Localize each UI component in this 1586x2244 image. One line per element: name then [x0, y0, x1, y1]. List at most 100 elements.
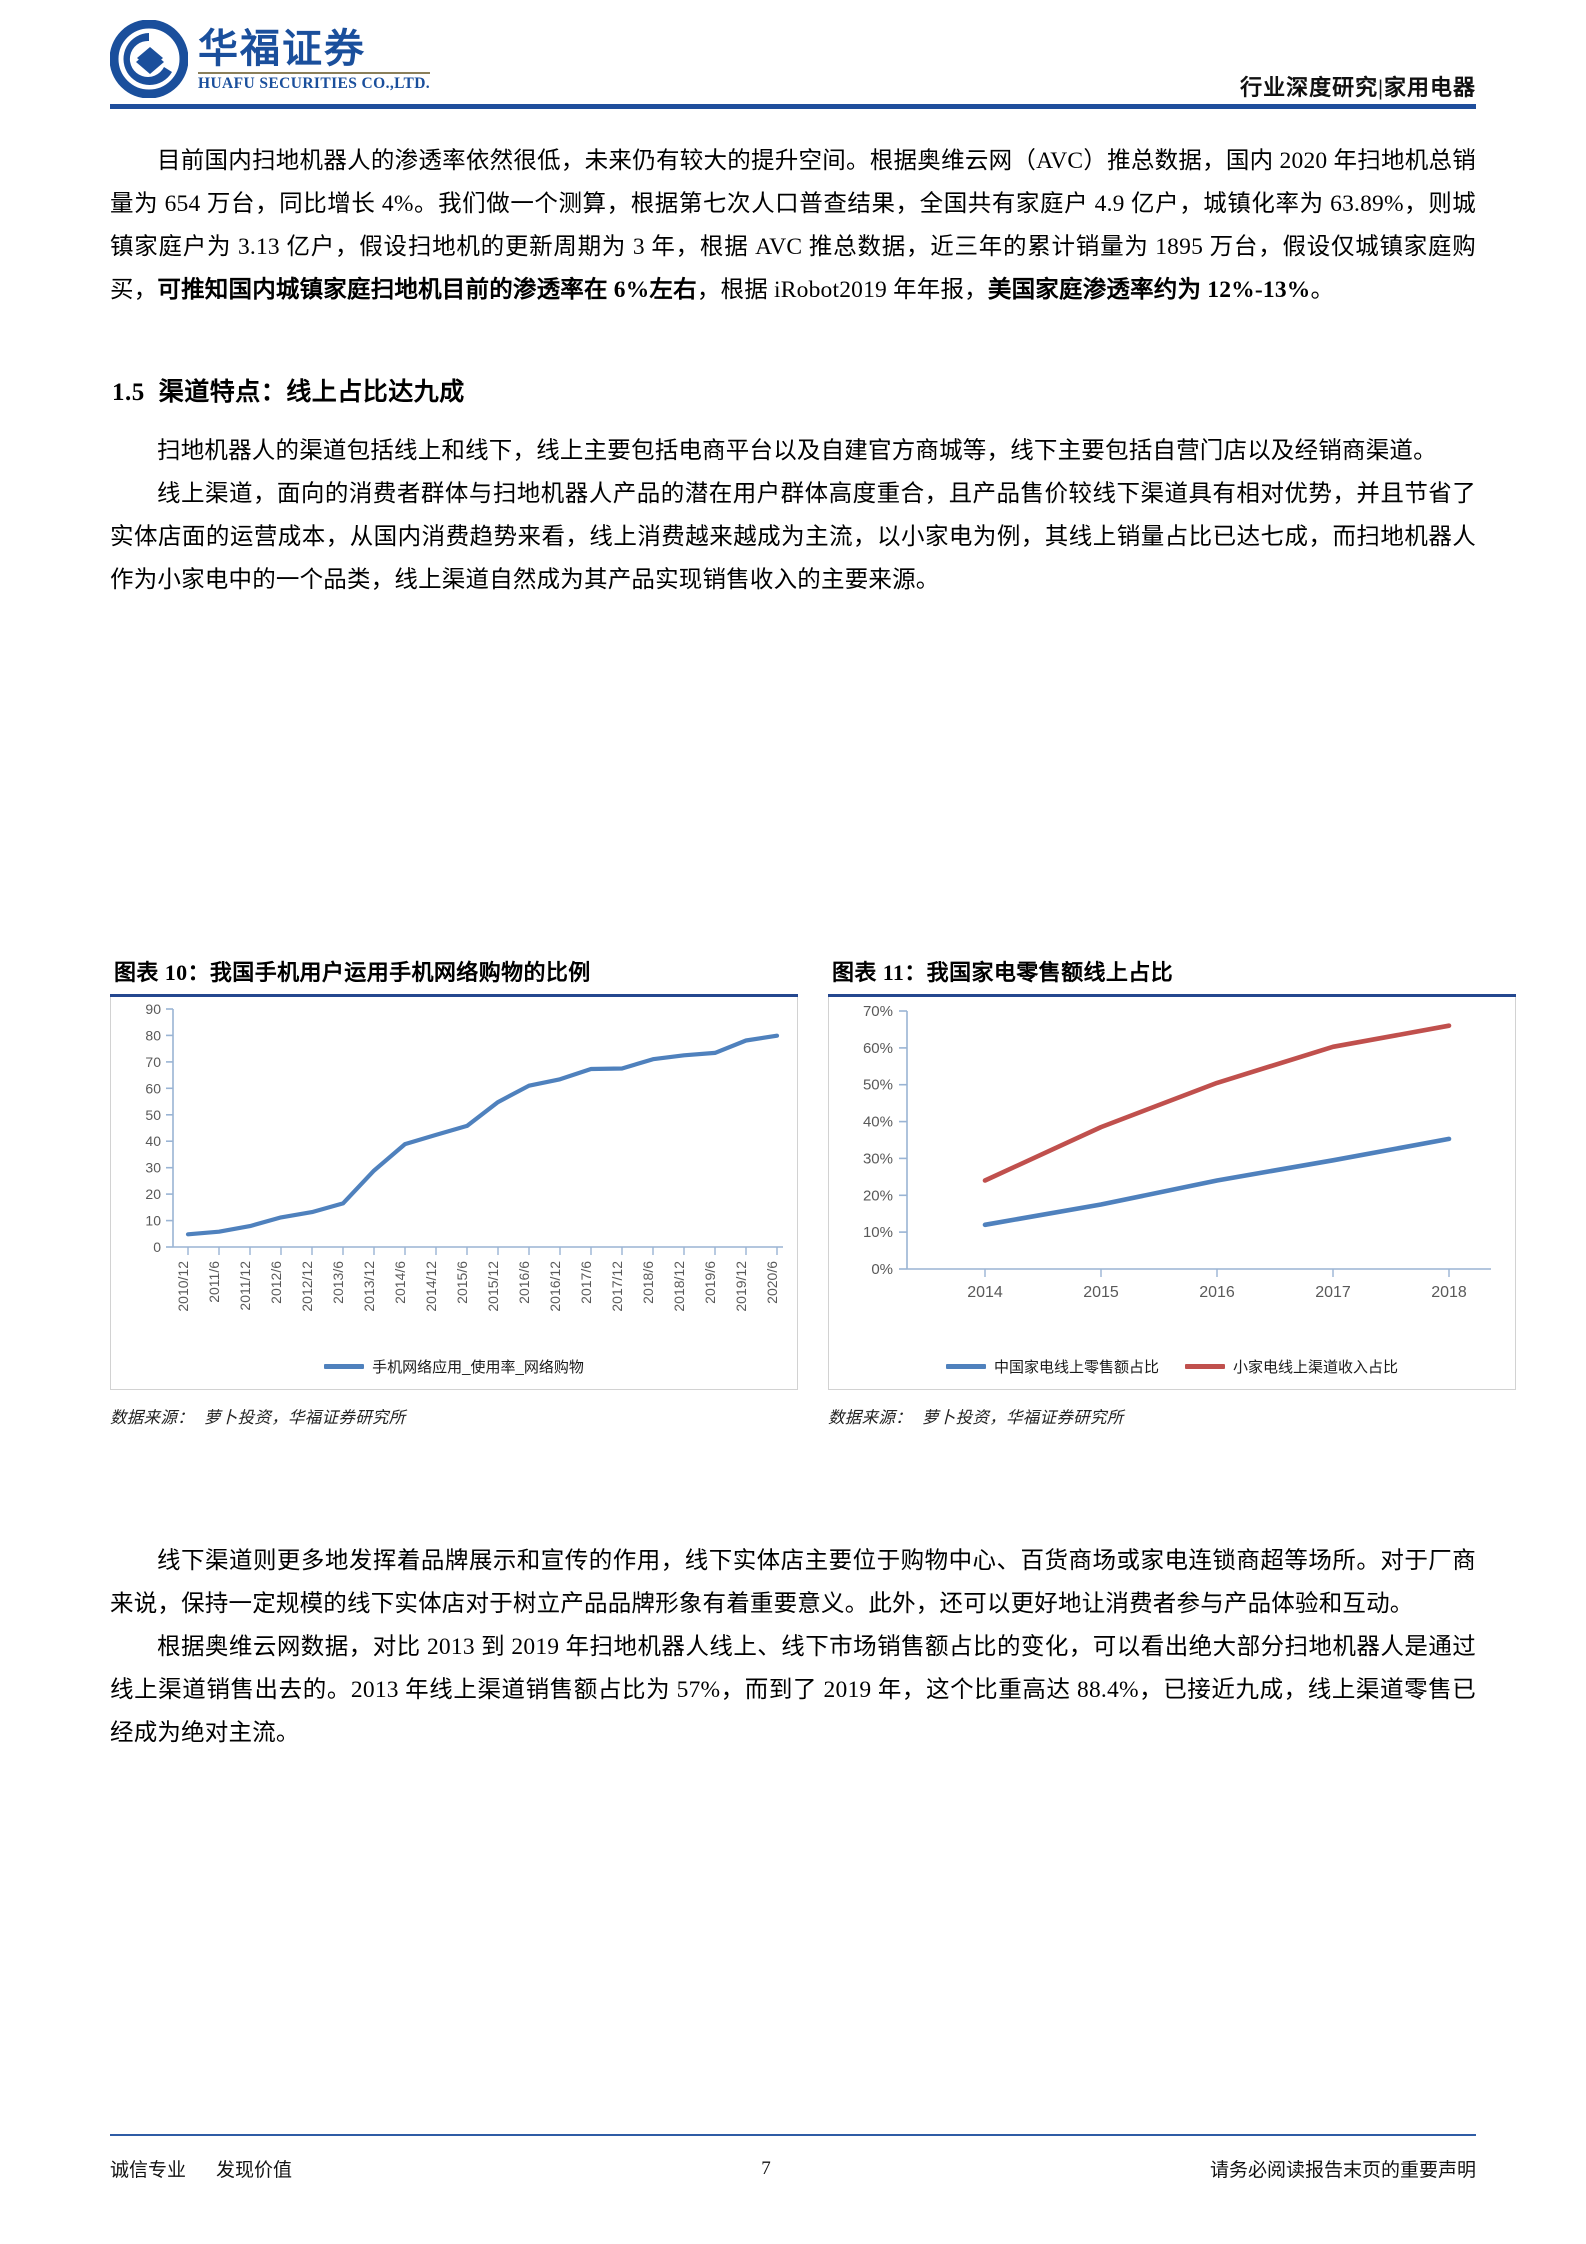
report-category-title: 行业深度研究|家用电器 — [1240, 75, 1476, 100]
figure-10-source: 数据来源： 萝卜投资，华福证券研究所 — [110, 1404, 798, 1428]
footer-slogan: 诚信专业 发现价值 — [110, 2155, 322, 2182]
figure-10-chart-area: 90 80 70 60 50 40 30 20 10 0 — [110, 997, 798, 1390]
document-body: 目前国内扫地机器人的渗透率依然很低，未来仍有较大的提升空间。根据奥维云网（AVC… — [110, 140, 1476, 602]
svg-text:50: 50 — [145, 1107, 161, 1123]
figure-11-source-label: 数据来源： — [828, 1408, 912, 1427]
svg-text:2019/12: 2019/12 — [733, 1261, 749, 1312]
svg-text:30%: 30% — [863, 1150, 893, 1167]
page-number: 7 — [761, 2157, 771, 2179]
svg-text:10: 10 — [145, 1213, 161, 1229]
para1-bold-1: 可推知国内城镇家庭扫地机目前的渗透率在 6%左右 — [157, 277, 697, 303]
legend-item-home-appliance-online: 中国家电线上零售额占比 — [945, 1356, 1159, 1377]
footer-slogan-part-1: 诚信专业 — [110, 2160, 187, 2181]
svg-text:2016: 2016 — [1199, 1284, 1235, 1301]
svg-text:20: 20 — [145, 1186, 161, 1202]
section-number: 1.5 — [112, 379, 145, 406]
figure-11-chart-area: 70% 60% 50% 40% 30% 20% 10% 0% — [828, 997, 1516, 1390]
brand-divider — [198, 71, 431, 74]
paragraph-penetration-rate: 目前国内扫地机器人的渗透率依然很低，未来仍有较大的提升空间。根据奥维云网（AVC… — [110, 140, 1476, 312]
section-spacer — [110, 312, 1476, 372]
svg-text:2015: 2015 — [1083, 1284, 1119, 1301]
para1-part-b: ，根据 iRobot2019 年年报， — [696, 277, 988, 303]
figure-10-source-text: 萝卜投资，华福证券研究所 — [204, 1408, 406, 1427]
paragraph-channels-overview: 扫地机器人的渠道包括线上和线下，线上主要包括电商平台以及自建官方商城等，线下主要… — [157, 438, 1437, 464]
svg-text:40%: 40% — [863, 1114, 893, 1131]
svg-text:2016/12: 2016/12 — [547, 1261, 563, 1312]
paragraph-offline-channel: 线下渠道则更多地发挥着品牌展示和宣传的作用，线下实体店主要位于购物中心、百货商场… — [110, 1548, 1476, 1617]
svg-text:2016/6: 2016/6 — [516, 1261, 532, 1304]
footer-slogan-part-2: 发现价值 — [216, 2160, 293, 2181]
svg-text:2011/6: 2011/6 — [206, 1261, 222, 1303]
section-heading-1-5: 1.5 渠道特点：线上占比达九成 — [110, 372, 1476, 408]
company-logo: 华福证券 HUAFU SECURITIES CO.,LTD. — [109, 19, 431, 99]
figure-11-rule — [828, 994, 1516, 997]
svg-text:80: 80 — [145, 1027, 161, 1043]
figure-10: 图表 10：我国手机用户运用手机网络购物的比例 — [110, 955, 798, 1428]
svg-text:2017/6: 2017/6 — [578, 1261, 594, 1304]
svg-text:2017: 2017 — [1315, 1284, 1351, 1301]
figure-10-legend: 手机网络应用_使用率_网络购物 — [111, 1356, 797, 1377]
legend-item-small-appliance-online: 小家电线上渠道收入占比 — [1185, 1356, 1398, 1377]
legend-swatch-red — [1185, 1364, 1225, 1369]
figure-10-line-chart: 90 80 70 60 50 40 30 20 10 0 — [145, 1001, 783, 1312]
svg-text:70%: 70% — [863, 1003, 893, 1020]
svg-text:2010/12: 2010/12 — [175, 1261, 191, 1312]
svg-text:2018/12: 2018/12 — [671, 1261, 687, 1312]
page-footer: 诚信专业 发现价值 7 请务必阅读报告末页的重要声明 — [110, 2155, 1476, 2182]
svg-text:2014/6: 2014/6 — [392, 1261, 408, 1304]
svg-text:2012/12: 2012/12 — [299, 1261, 315, 1312]
svg-text:2012/6: 2012/6 — [268, 1261, 284, 1304]
figure-11: 图表 11：我国家电零售额线上占比 — [828, 955, 1516, 1428]
footer-divider — [110, 2134, 1476, 2136]
svg-text:30: 30 — [145, 1160, 161, 1176]
figure-11-legend: 中国家电线上零售额占比 小家电线上渠道收入占比 — [829, 1356, 1515, 1377]
svg-text:2013/12: 2013/12 — [361, 1261, 377, 1312]
svg-text:2011/12: 2011/12 — [237, 1261, 253, 1311]
svg-text:50%: 50% — [863, 1077, 893, 1094]
svg-text:2013/6: 2013/6 — [330, 1261, 346, 1304]
svg-text:2020/6: 2020/6 — [764, 1261, 780, 1304]
svg-text:90: 90 — [145, 1001, 161, 1017]
svg-text:20%: 20% — [863, 1187, 893, 1204]
huafu-logo-icon — [109, 19, 189, 99]
legend-swatch-blue — [324, 1364, 365, 1369]
document-body-lower: 线下渠道则更多地发挥着品牌展示和宣传的作用，线下实体店主要位于购物中心、百货商场… — [110, 1540, 1476, 1755]
svg-text:2014: 2014 — [967, 1284, 1003, 1301]
svg-text:60%: 60% — [863, 1040, 893, 1057]
svg-text:2014/12: 2014/12 — [423, 1261, 439, 1312]
page-header: 华福证券 HUAFU SECURITIES CO.,LTD. 行业深度研究|家用… — [109, 18, 1476, 106]
svg-text:2015/12: 2015/12 — [485, 1261, 501, 1312]
para1-bold-2: 美国家庭渗透率约为 12%-13% — [987, 277, 1311, 303]
figure-11-title: 图表 11：我国家电零售额线上占比 — [832, 960, 1174, 985]
paragraph-online-channel: 线上渠道，面向的消费者群体与扫地机器人产品的潜在用户群体高度重合，且产品售价较线… — [110, 481, 1476, 593]
svg-text:2018/6: 2018/6 — [640, 1261, 656, 1304]
svg-text:2019/6: 2019/6 — [702, 1261, 718, 1304]
paragraph-online-share-stats: 根据奥维云网数据，对比 2013 到 2019 年扫地机器人线上、线下市场销售额… — [110, 1634, 1476, 1746]
figure-11-line-chart: 70% 60% 50% 40% 30% 20% 10% 0% — [863, 1003, 1491, 1301]
para1-part-c: 。 — [1310, 277, 1335, 303]
figure-10-title: 图表 10：我国手机用户运用手机网络购物的比例 — [114, 960, 591, 985]
svg-text:0%: 0% — [871, 1261, 893, 1278]
figure-11-source-text: 萝卜投资，华福证券研究所 — [922, 1408, 1124, 1427]
figure-10-rule — [110, 994, 798, 997]
figure-11-source: 数据来源： 萝卜投资，华福证券研究所 — [828, 1404, 1516, 1428]
svg-text:2018: 2018 — [1431, 1284, 1467, 1301]
svg-text:10%: 10% — [863, 1224, 893, 1241]
legend-label-home-appliance-online: 中国家电线上零售额占比 — [993, 1359, 1159, 1376]
header-divider — [110, 104, 1476, 109]
para1-part-a: 目前国内扫地机器人的渗透率依然很低，未来仍有较大的提升空间。根据奥维云网（AVC… — [110, 148, 1476, 303]
footer-disclaimer: 请务必阅读报告末页的重要声明 — [1209, 2160, 1476, 2181]
brand-name-en: HUAFU SECURITIES CO.,LTD. — [198, 74, 431, 92]
svg-text:0: 0 — [153, 1239, 161, 1255]
svg-text:2017/12: 2017/12 — [609, 1261, 625, 1312]
brand-name-cn: 华福证券 — [198, 25, 366, 71]
legend-label-mobile-shopping: 手机网络应用_使用率_网络购物 — [372, 1359, 584, 1376]
legend-item-mobile-shopping: 手机网络应用_使用率_网络购物 — [324, 1356, 584, 1377]
section-title-text: 渠道特点：线上占比达九成 — [158, 379, 465, 406]
figure-row: 图表 10：我国手机用户运用手机网络购物的比例 — [110, 955, 1516, 1428]
figure-10-source-label: 数据来源： — [110, 1408, 194, 1427]
svg-text:2015/6: 2015/6 — [454, 1261, 470, 1304]
legend-label-small-appliance-online: 小家电线上渠道收入占比 — [1233, 1359, 1399, 1376]
legend-swatch-blue — [945, 1364, 986, 1369]
